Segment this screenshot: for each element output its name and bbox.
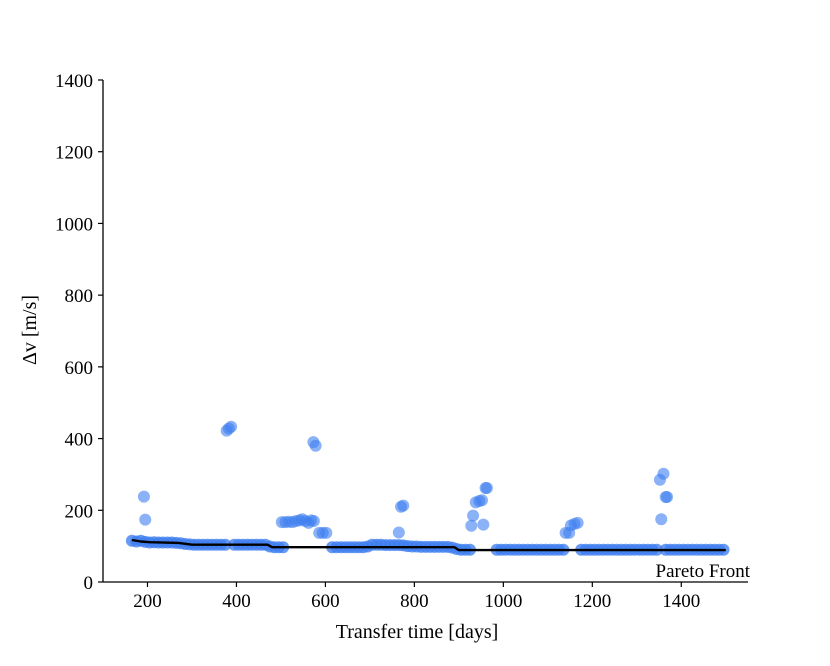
scatter-point <box>465 519 478 532</box>
y-tick-label: 800 <box>65 286 94 307</box>
scatter-point <box>139 513 152 526</box>
x-axis-label: Transfer time [days] <box>336 621 499 643</box>
x-tick-label: 1000 <box>484 591 522 612</box>
y-tick-label: 1400 <box>55 71 93 92</box>
scatter-point <box>475 494 488 507</box>
pareto-front-layer <box>131 538 726 552</box>
scatter-point <box>307 515 320 528</box>
y-tick-label: 0 <box>84 573 94 594</box>
y-tick-label: 400 <box>65 430 94 451</box>
x-tick-label: 600 <box>311 591 340 612</box>
y-tick-label: 200 <box>65 501 94 522</box>
scatter-point <box>137 490 150 503</box>
legend-pareto-front: Pareto Front <box>656 561 751 582</box>
y-tick-label: 1200 <box>55 143 93 164</box>
scatter-point <box>655 513 668 526</box>
x-tick-label: 200 <box>133 591 162 612</box>
x-ticks: 200 400 600 800 1000 1200 1400 <box>133 582 700 612</box>
y-ticks: 0 200 400 600 800 1000 1200 1400 <box>55 71 103 594</box>
pareto-front-line <box>131 538 726 552</box>
scatter-point <box>657 467 670 480</box>
scatter-point <box>225 420 238 433</box>
scatter-point <box>477 518 490 531</box>
scatter-point <box>392 526 405 539</box>
scatter-point <box>480 482 493 495</box>
axes <box>102 80 748 583</box>
x-tick-label: 400 <box>222 591 251 612</box>
scatter-points <box>125 420 730 556</box>
scatter-point <box>571 516 584 529</box>
x-tick-label: 1200 <box>573 591 611 612</box>
y-axis-label: Δv [m/s] <box>19 295 41 365</box>
scatter-point <box>397 499 410 512</box>
y-tick-label: 1000 <box>55 214 93 235</box>
scatter-point <box>309 439 322 452</box>
scatter-point <box>661 491 674 504</box>
scatter-point <box>320 526 333 539</box>
y-tick-label: 600 <box>65 358 94 379</box>
x-tick-label: 800 <box>400 591 429 612</box>
scatter-point <box>467 509 480 522</box>
x-tick-label: 1400 <box>662 591 700 612</box>
